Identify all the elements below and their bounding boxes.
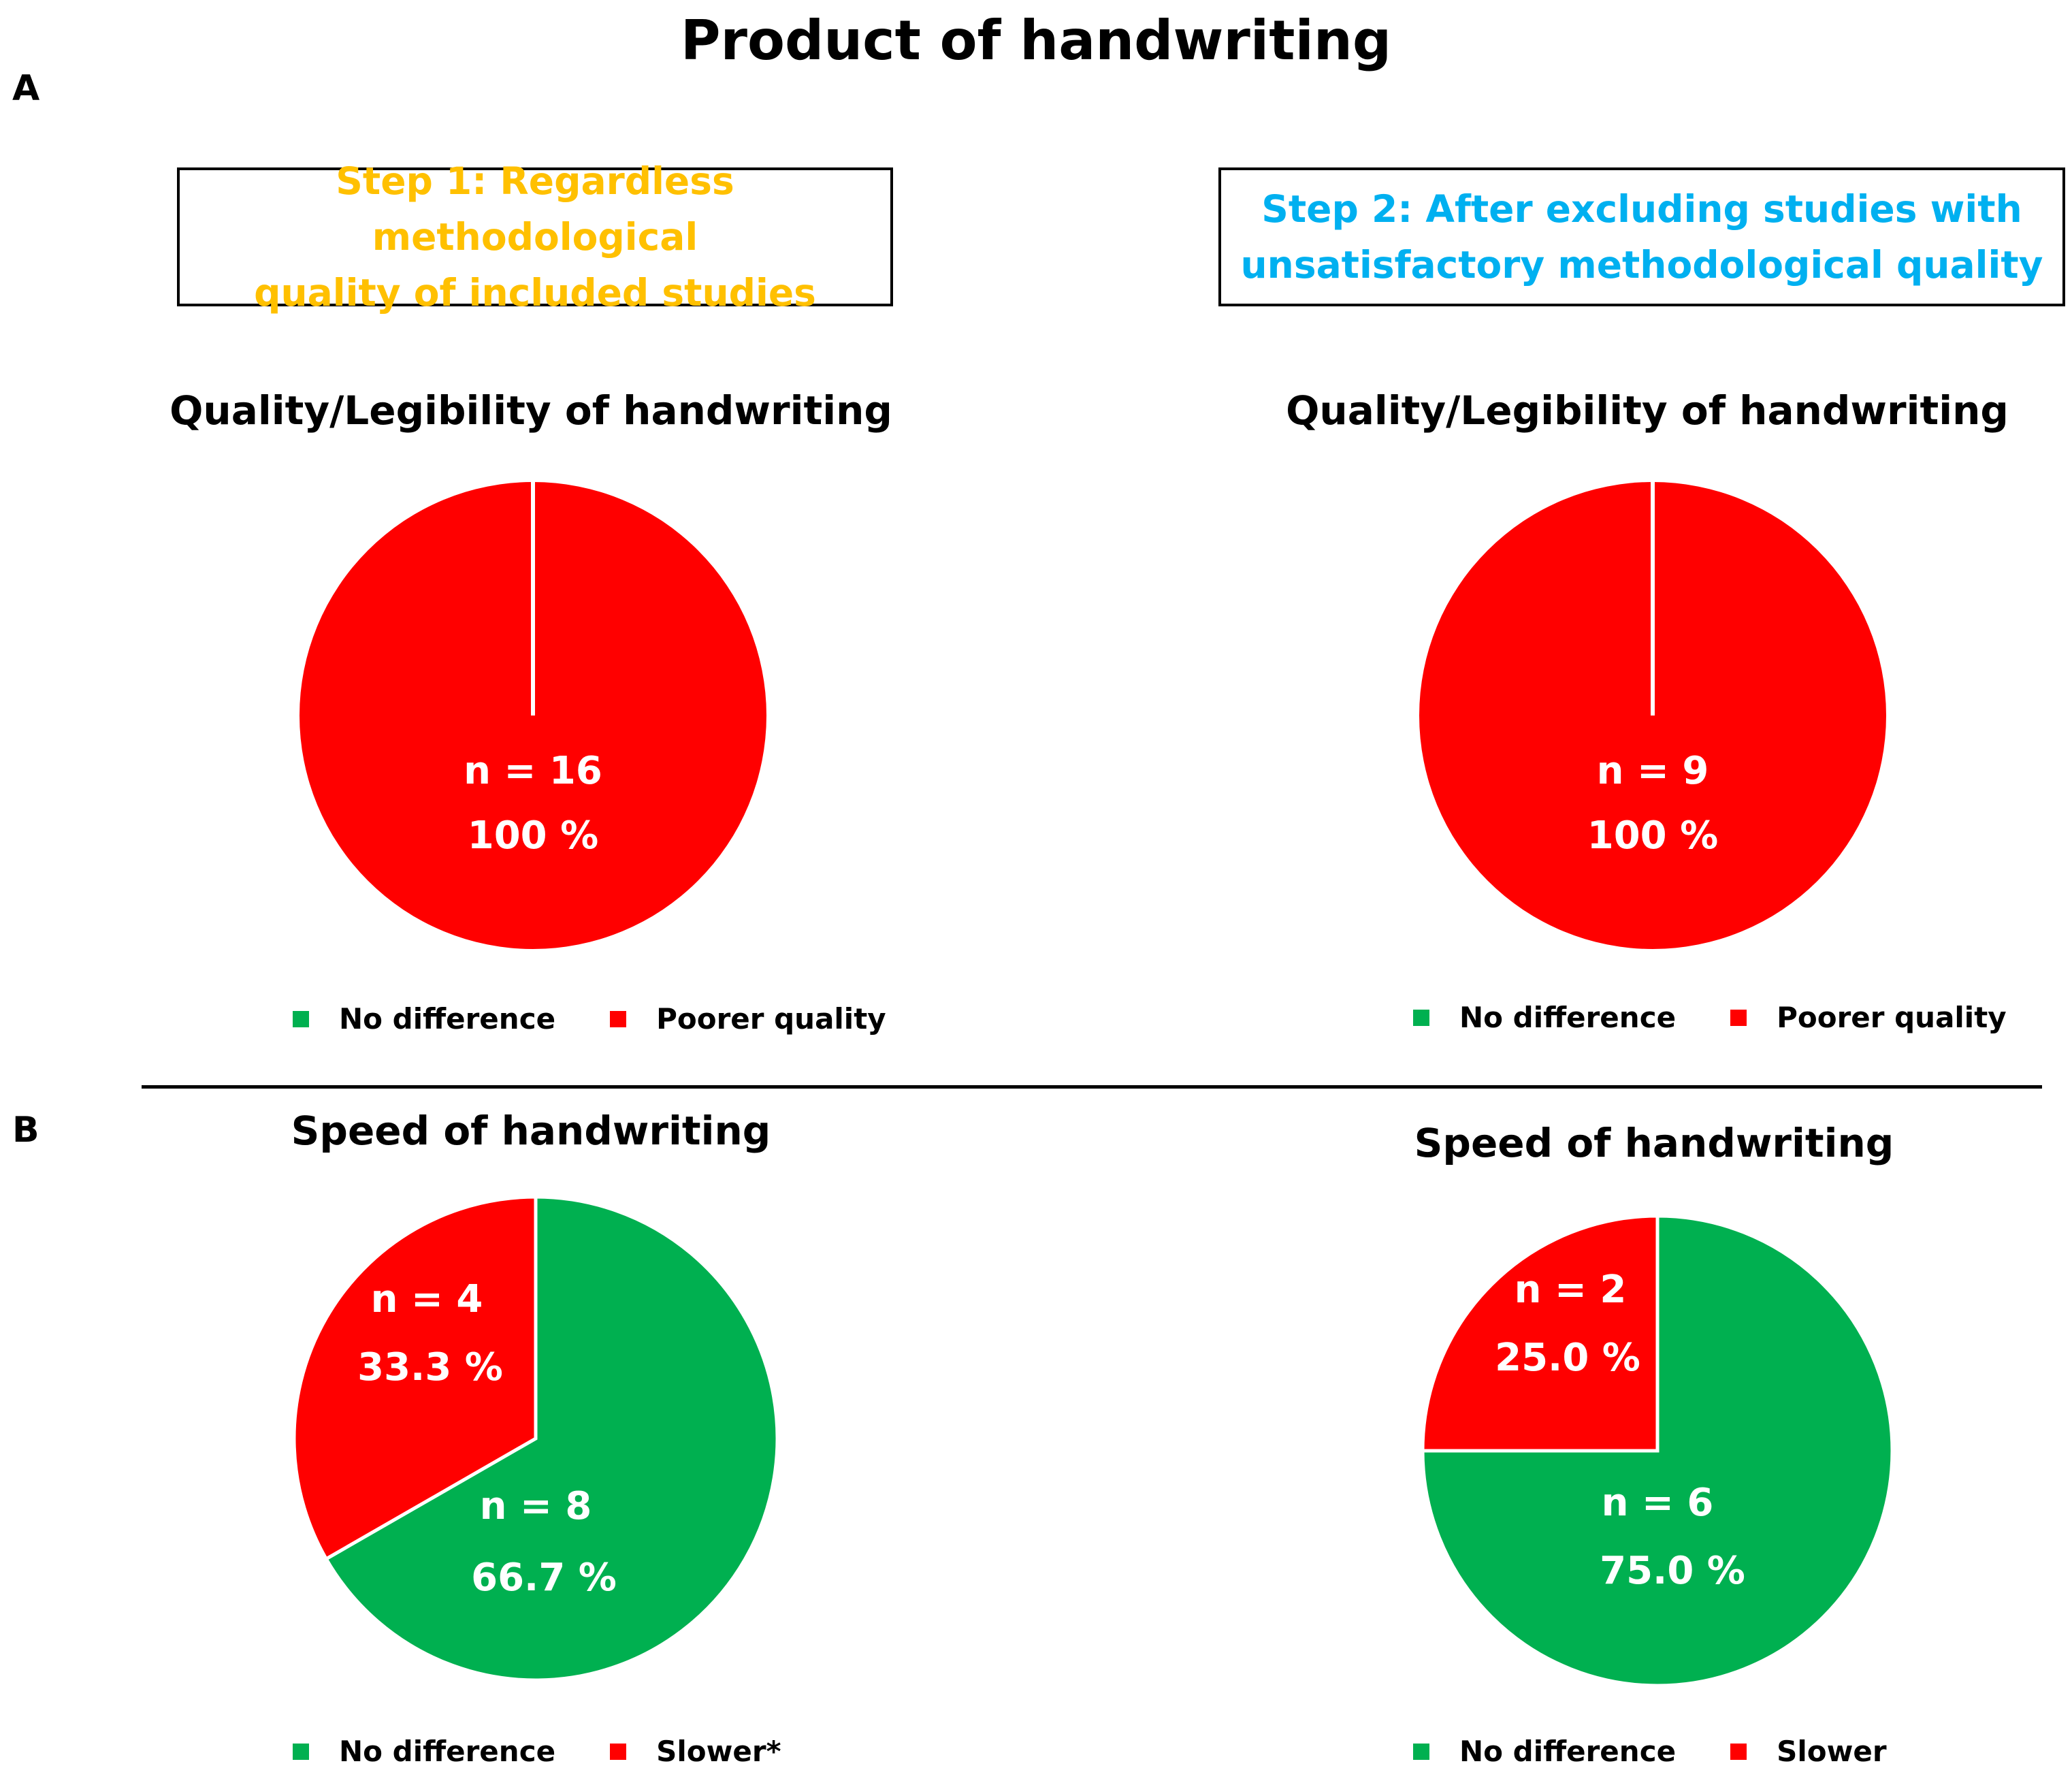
legend-label: Slower* (656, 1735, 781, 1768)
pie-label-count: n = 9 (1597, 749, 1709, 793)
pie-label-percent: 66.7 % (471, 1556, 617, 1600)
legend-item-no-difference: No difference (293, 1002, 555, 1035)
pie-label-count: n = 4 (371, 1277, 483, 1321)
legend-label: Slower (1777, 1735, 1887, 1768)
legend-item-slower: Slower (1730, 1735, 1887, 1768)
chart-title-speed-step2: Speed of handwriting (1414, 1120, 1894, 1166)
step1-line2: quality of included studies (254, 271, 816, 315)
legend-speed-step2: No difference Slower (1413, 1735, 1921, 1768)
legend-swatch-poorer-quality (610, 1010, 627, 1027)
pie-label-count: n = 2 (1515, 1268, 1627, 1312)
legend-swatch-slower (1730, 1743, 1747, 1760)
pie-label-percent: 25.0 % (1495, 1336, 1640, 1380)
pie-slice-slower (1421, 1214, 1660, 1453)
panel-label-a: A (12, 68, 40, 109)
section-divider (142, 1085, 2042, 1089)
step1-line1: Step 1: Regardless methodological (336, 159, 734, 259)
pie-1: n = 9 100 % (1419, 482, 1886, 949)
pie-label-percent: 33.3 % (357, 1345, 503, 1390)
legend-swatch-no-difference (1413, 1009, 1429, 1026)
pie-3: n = 6 75.0 % n = 2 25.0 % (1421, 1214, 1894, 1688)
pie-0: n = 16 100 % (300, 482, 766, 949)
legend-quality-step1: No difference Poorer quality (293, 1002, 920, 1035)
legend-item-poorer-quality: Poorer quality (610, 1002, 886, 1035)
chart-title-speed-step1: Speed of handwriting (291, 1108, 771, 1154)
legend-swatch-no-difference (293, 1010, 309, 1027)
step2-line2: unsatisfactory methodological quality (1240, 243, 2043, 287)
legend-item-slower: Slower* (610, 1735, 781, 1768)
pie-label-count: n = 16 (464, 749, 602, 793)
pie-slice-slower (292, 1195, 538, 1562)
legend-item-no-difference: No difference (1413, 1001, 1676, 1034)
legend-label: Poorer quality (1777, 1001, 2007, 1034)
legend-swatch-no-difference (293, 1743, 309, 1760)
pie-2: n = 8 66.7 % n = 4 33.3 % (292, 1195, 779, 1682)
legend-swatch-slower (610, 1743, 627, 1760)
pie-label-count: n = 6 (1602, 1481, 1714, 1525)
pie-label-count: n = 8 (480, 1484, 592, 1528)
pie-slice-no-difference (1421, 1214, 1894, 1688)
chart-title-quality-step1: Quality/Legibility of handwriting (169, 387, 892, 434)
pie-label-percent: 100 % (1587, 814, 1719, 858)
legend-label: Poorer quality (656, 1002, 886, 1035)
legend-quality-step2: No difference Poorer quality (1413, 1001, 2041, 1034)
legend-item-no-difference: No difference (1413, 1735, 1676, 1768)
legend-item-poorer-quality: Poorer quality (1730, 1001, 2007, 1034)
step1-box: Step 1: Regardless methodological qualit… (177, 159, 893, 315)
pie-label-percent: 75.0 % (1600, 1549, 1745, 1593)
legend-swatch-poorer-quality (1730, 1009, 1747, 1026)
pie-label-percent: 100 % (468, 814, 599, 858)
step2-box: Step 2: After excluding studies with uns… (1218, 167, 2065, 306)
legend-label: No difference (1459, 1001, 1677, 1034)
legend-swatch-no-difference (1413, 1743, 1429, 1760)
step2-line1: Step 2: After excluding studies with (1261, 187, 2022, 231)
panel-label-b: B (12, 1110, 39, 1151)
legend-label: No difference (339, 1735, 556, 1768)
legend-label: No difference (1459, 1735, 1677, 1768)
chart-title-quality-step2: Quality/Legibility of handwriting (1286, 387, 2009, 434)
figure-title: Product of handwriting (680, 9, 1392, 72)
legend-item-no-difference: No difference (293, 1735, 555, 1768)
pie-slice-no-difference (323, 1195, 779, 1682)
legend-speed-step1: No difference Slower* (293, 1735, 815, 1768)
legend-label: No difference (339, 1002, 556, 1035)
